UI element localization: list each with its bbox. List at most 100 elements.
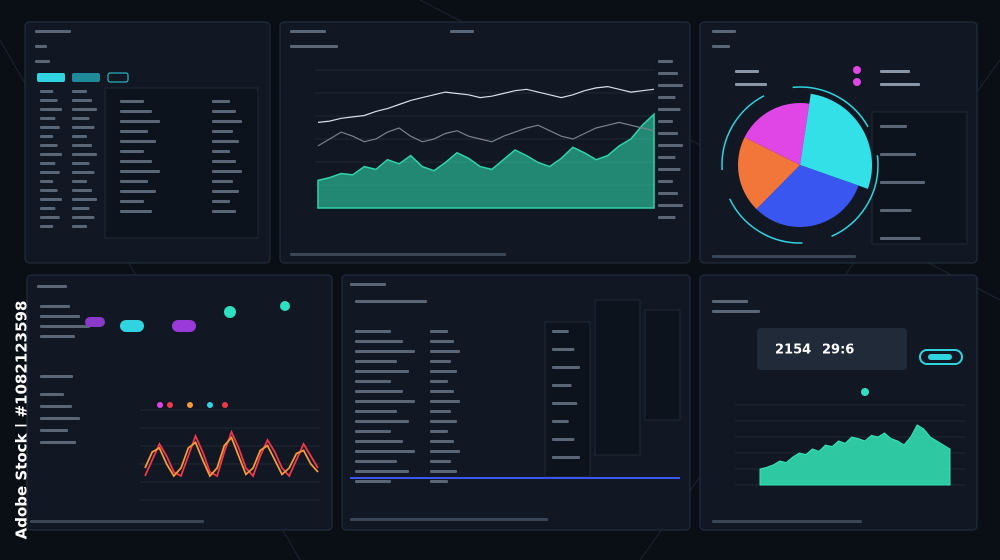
text-blur (120, 100, 144, 103)
text-blur (658, 216, 676, 219)
text-blur (40, 135, 54, 138)
text-blur (712, 520, 862, 523)
text-blur (72, 171, 95, 174)
text-blur (355, 410, 397, 413)
text-blur (120, 210, 152, 213)
text-blur (290, 30, 326, 33)
text-blur (212, 200, 230, 203)
button (72, 73, 100, 82)
text-blur (35, 30, 71, 33)
text-blur (658, 192, 678, 195)
text-blur (35, 60, 50, 63)
text-blur (72, 135, 87, 138)
text-blur (30, 520, 204, 523)
text-blur (212, 190, 239, 193)
pie-slice (756, 165, 859, 227)
text-blur (355, 430, 391, 433)
text-blur (430, 430, 448, 433)
text-blur (40, 108, 62, 111)
inner-panel (594, 299, 641, 456)
button (120, 320, 144, 332)
text-blur (120, 140, 156, 143)
text-blur (552, 456, 580, 459)
text-blur (658, 168, 681, 171)
text-blur (40, 126, 60, 129)
text-blur (72, 180, 87, 183)
text-blur (430, 460, 451, 463)
text-blur (450, 30, 474, 33)
text-blur (120, 170, 160, 173)
text-blur (72, 189, 92, 192)
text-blur (355, 360, 397, 363)
text-blur (350, 283, 386, 286)
text-blur (212, 110, 236, 113)
text-blur (72, 144, 92, 147)
text-blur (72, 126, 95, 129)
text-blur (72, 207, 90, 210)
text-blur (658, 120, 673, 123)
text-blur (355, 450, 415, 453)
text-blur (430, 330, 448, 333)
text-blur (120, 190, 156, 193)
text-blur (658, 132, 678, 135)
text-blur (355, 340, 403, 343)
text-blur (552, 348, 575, 351)
text-blur (40, 207, 56, 210)
text-blur (355, 440, 403, 443)
text-blur (40, 417, 80, 420)
text-blur (355, 470, 409, 473)
text-blur (40, 162, 56, 165)
text-blur (40, 90, 54, 93)
text-blur (712, 310, 760, 313)
text-blur (880, 209, 912, 212)
text-blur (430, 360, 451, 363)
text-blur (880, 237, 921, 240)
text-blur (72, 90, 87, 93)
text-blur (430, 450, 460, 453)
text-blur (290, 253, 506, 256)
panel (26, 274, 333, 531)
button (172, 320, 196, 332)
text-blur (712, 300, 748, 303)
text-blur (72, 99, 92, 102)
text-blur (72, 162, 90, 165)
text-blur (40, 405, 72, 408)
text-blur (552, 402, 578, 405)
text-blur (40, 117, 56, 120)
text-blur (40, 305, 70, 308)
text-blur (552, 420, 569, 423)
text-blur (40, 325, 90, 328)
button (928, 354, 952, 360)
text-blur (212, 130, 233, 133)
text-blur (712, 45, 730, 48)
text-blur (658, 144, 683, 147)
text-blur (212, 120, 242, 123)
legend-dot (222, 402, 228, 408)
pie-slice (800, 93, 872, 189)
text-blur (430, 440, 454, 443)
status-dot (224, 306, 236, 318)
status-dot (280, 301, 290, 311)
text-blur (212, 150, 230, 153)
text-blur (40, 315, 80, 318)
text-blur (430, 350, 460, 353)
text-blur (72, 117, 90, 120)
text-blur (72, 153, 97, 156)
text-blur (355, 370, 409, 373)
text-blur (658, 84, 683, 87)
text-blur (35, 45, 47, 48)
button (919, 349, 963, 365)
pie-ring (721, 86, 879, 244)
text-blur (430, 410, 451, 413)
text-blur (40, 189, 58, 192)
pie-slice (744, 103, 810, 165)
text-blur (290, 45, 338, 48)
button (107, 72, 129, 83)
area (317, 112, 655, 209)
line (317, 121, 655, 147)
text-blur (430, 480, 448, 483)
text-blur (880, 125, 907, 128)
text-blur (120, 150, 144, 153)
legend-dot (187, 402, 193, 408)
